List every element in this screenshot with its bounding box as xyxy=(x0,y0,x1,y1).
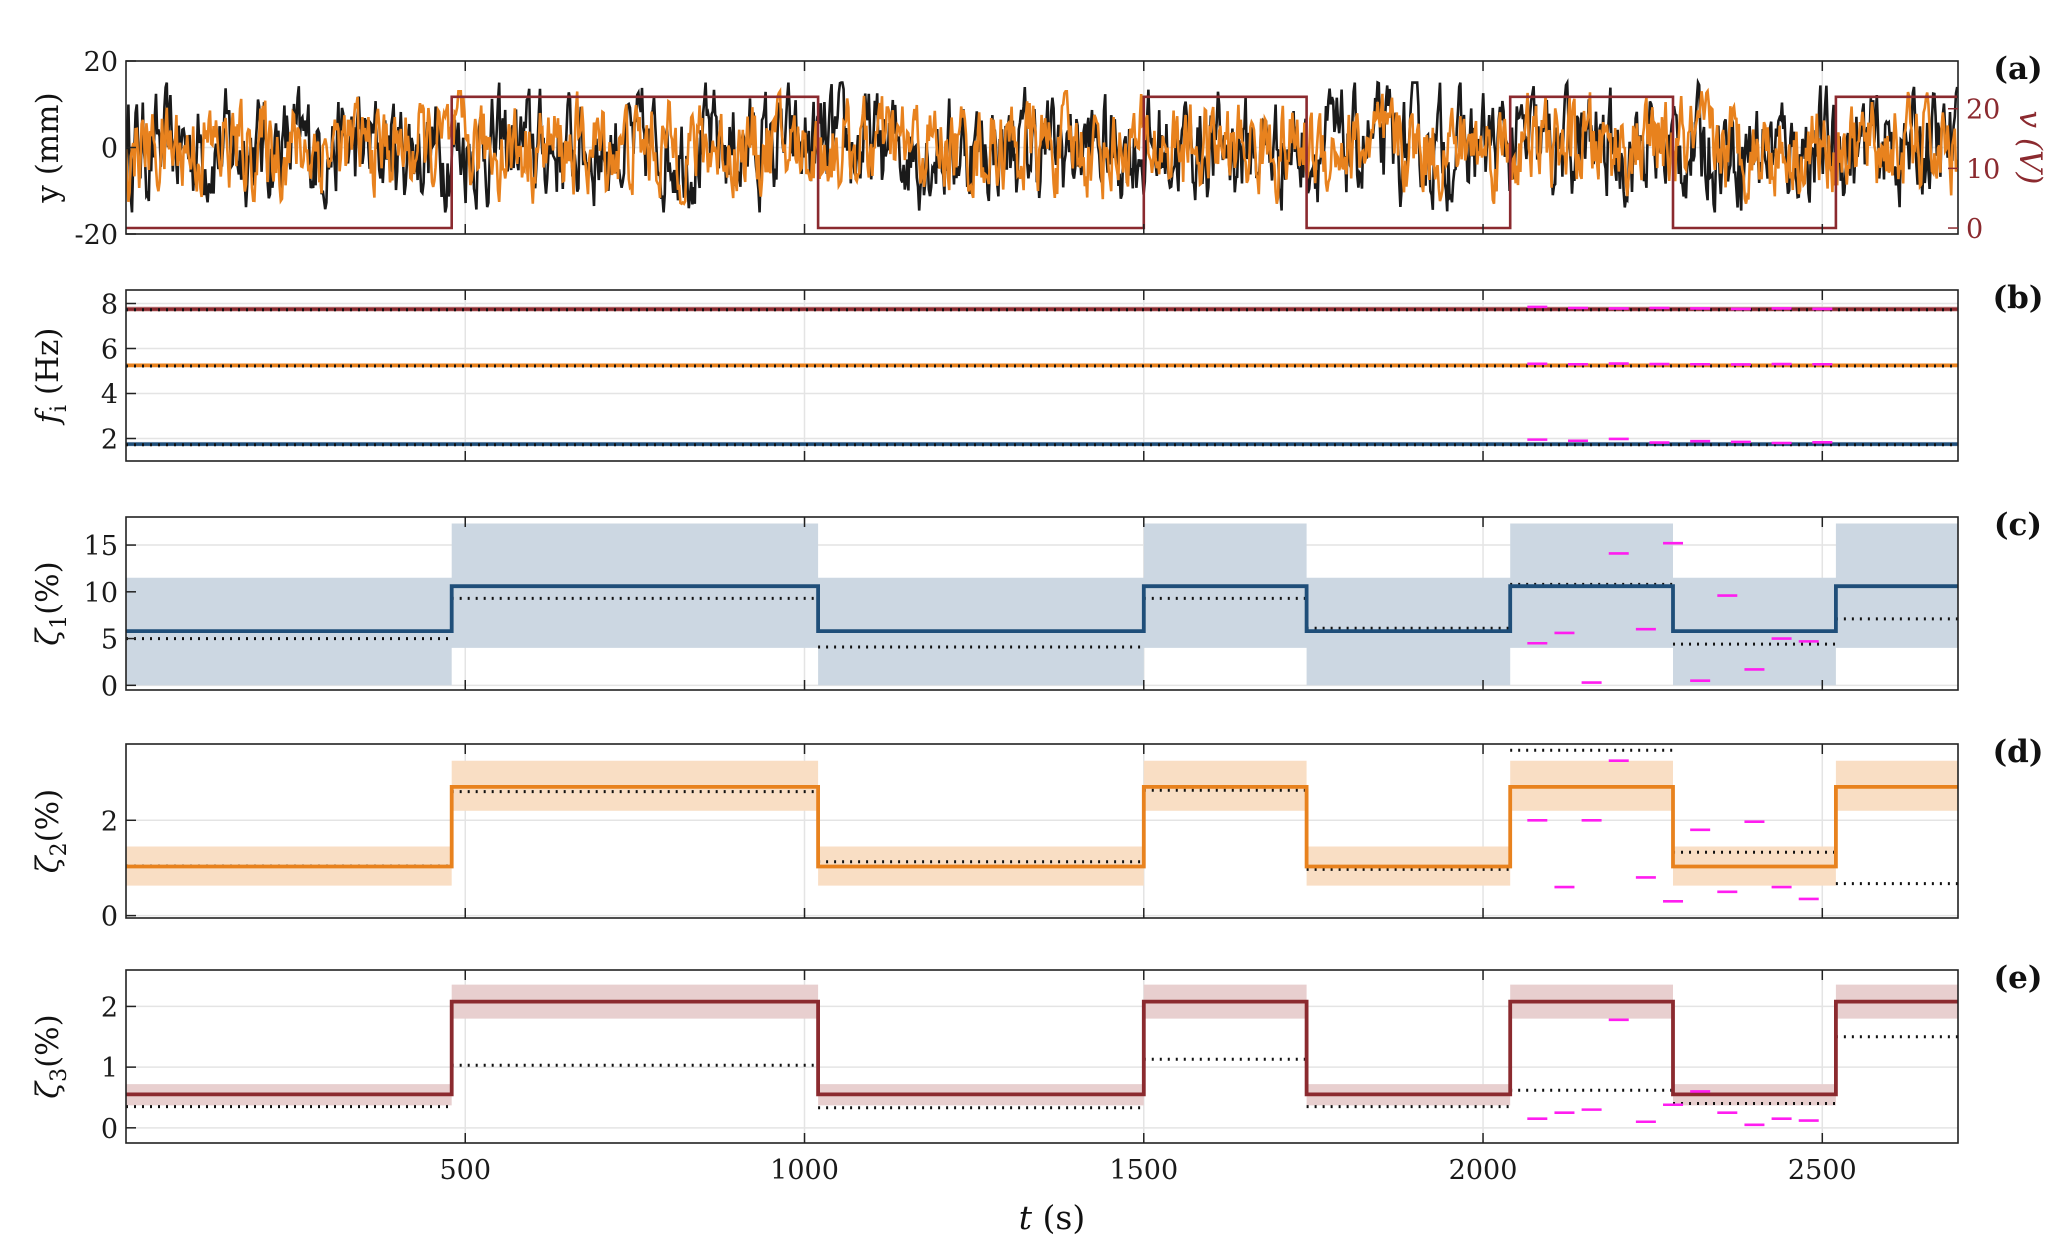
panel-label: (a) xyxy=(1993,51,2042,87)
signal-1 xyxy=(126,87,1958,206)
panel-label: (b) xyxy=(1992,280,2043,316)
x-axis-label-symbol: t xyxy=(1019,1198,1033,1237)
y-tick-label: 15 xyxy=(84,531,118,562)
x-axis-label-unit: (s) xyxy=(1032,1198,1085,1237)
y-axis-label-unit: (%) xyxy=(30,1014,66,1068)
axes-box xyxy=(125,743,1959,919)
y-tick-label: 6 xyxy=(101,335,118,366)
y-tick-label: 0 xyxy=(101,134,118,165)
x-tick-label: 2500 xyxy=(1788,1155,1857,1186)
y-axis-label-subscript: 2 xyxy=(47,842,72,856)
y-axis-label-symbol: ζ xyxy=(30,627,66,646)
y-axis-label-subscript: 3 xyxy=(47,1068,72,1082)
y-tick-label: 0 xyxy=(101,902,118,933)
x-tick-label: 2000 xyxy=(1449,1155,1518,1186)
y-axis-label-symbol: ζ xyxy=(30,1080,66,1099)
y-axis-label: y (mm) xyxy=(30,92,66,203)
y-tick-label: 5 xyxy=(101,625,118,656)
confidence-band xyxy=(126,984,1958,1106)
y-tick-label: 2 xyxy=(101,992,118,1023)
panel-c: 0 5 10 15 ζ1(%) (c) xyxy=(30,507,2042,702)
y-axis-label: ζ1(%) xyxy=(30,561,72,645)
y-axis-label-unit: (%) xyxy=(30,561,66,615)
y-axis-label-unit: (%) xyxy=(30,789,66,843)
plot-area xyxy=(126,77,1958,230)
y-axis-label-subscript: 1 xyxy=(47,615,72,629)
y-axis-label-symbol: ζ xyxy=(30,854,66,873)
damping-true xyxy=(126,584,1958,633)
panel-a: -20 0 20 0 10 20 v (V) y (mm) (a) xyxy=(30,47,2048,251)
y-axis-label: ζ3(%) xyxy=(30,1014,72,1098)
y-tick-label: 4 xyxy=(101,380,118,411)
y-tick-label: 0 xyxy=(101,671,118,702)
y-axis-label: fi (Hz) xyxy=(30,328,72,426)
y-tick-label-right: 10 xyxy=(1966,154,2000,185)
plot-area xyxy=(126,748,1958,903)
damping-true xyxy=(126,999,1958,1097)
y-tick-label: 8 xyxy=(101,290,118,321)
y-tick-label: 2 xyxy=(101,425,118,456)
plot-area xyxy=(126,523,1958,686)
plot-area xyxy=(126,984,1958,1127)
y-tick-label: 1 xyxy=(101,1053,118,1084)
y-tick-label: 10 xyxy=(84,578,118,609)
x-axis-label: t (s) xyxy=(1019,1198,1085,1237)
panel-b: 2 4 6 8 fi (Hz) (b) xyxy=(30,280,2044,462)
y-axis-label: ζ2(%) xyxy=(30,789,72,873)
panel-label: (e) xyxy=(1993,960,2042,996)
x-tick-label: 1000 xyxy=(770,1155,839,1186)
y-axis-label-subscript: i xyxy=(47,405,72,412)
y-tick-label: 0 xyxy=(101,1114,118,1145)
axes-box xyxy=(125,969,1959,1144)
axes-box xyxy=(125,516,1959,691)
y-tick-label: 2 xyxy=(101,806,118,837)
axes-box xyxy=(125,289,1959,462)
damping-true xyxy=(126,785,1958,869)
voltage-step xyxy=(126,95,1958,230)
x-tick-label: 500 xyxy=(439,1155,491,1186)
confidence-band xyxy=(126,760,1958,886)
panel-label: (d) xyxy=(1992,734,2043,770)
confidence-band xyxy=(126,523,1958,686)
y-tick-label-right: 20 xyxy=(1966,95,2000,126)
panel-label: (c) xyxy=(1994,507,2042,543)
y-tick-label: 20 xyxy=(84,47,118,78)
x-tick-label: 1500 xyxy=(1109,1155,1178,1186)
y-tick-label-right: 0 xyxy=(1966,214,1983,245)
y-tick-label: -20 xyxy=(75,220,118,251)
panel-e: 0 1 2 ζ3(%) (e) 500 1000 1500 2000 2500 t (s) xyxy=(30,960,2043,1237)
plot-area xyxy=(126,305,1958,447)
y-axis-label-unit: (Hz) xyxy=(30,328,66,405)
y-axis-label-right: v (V) xyxy=(2012,111,2048,185)
